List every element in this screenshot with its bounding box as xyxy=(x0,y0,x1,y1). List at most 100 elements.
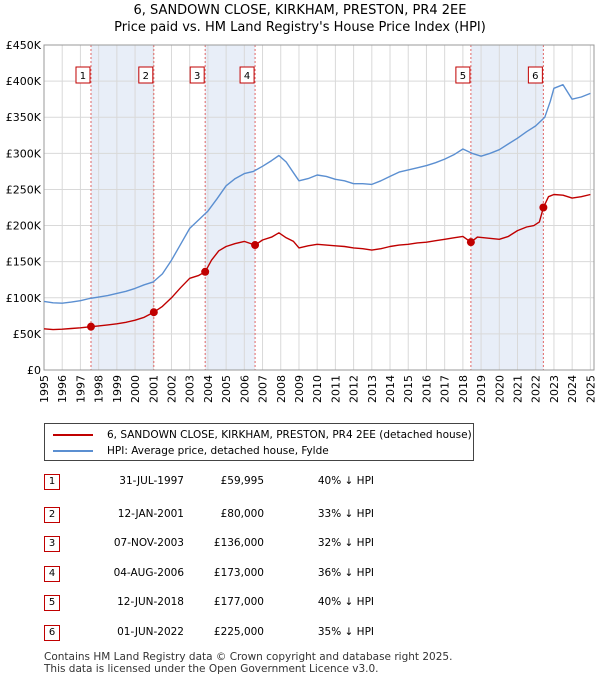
x-tick-label: 2014 xyxy=(384,375,397,403)
y-tick-label: £450K xyxy=(6,39,42,52)
x-tick-label: 2007 xyxy=(257,375,270,403)
table-row: 3 07-NOV-2003 £136,000 32% ↓ HPI xyxy=(44,536,464,554)
sale-number-box xyxy=(527,66,543,84)
chart-title: 6, SANDOWN CLOSE, KIRKHAM, PRESTON, PR4 … xyxy=(133,3,467,18)
x-tick-label: 2000 xyxy=(129,375,142,403)
sale-point xyxy=(466,238,475,247)
x-tick-label: 2016 xyxy=(420,375,433,403)
sale-number-label: 6 xyxy=(532,71,538,82)
transaction-date: 07-NOV-2003 xyxy=(113,537,184,549)
x-tick-label: 2015 xyxy=(402,375,415,403)
x-tick-label: 2012 xyxy=(348,375,361,403)
sale-number-label: 5 xyxy=(460,71,466,82)
transaction-number: 2 xyxy=(44,507,60,523)
transaction-date: 04-AUG-2006 xyxy=(113,567,184,579)
transaction-price: £136,000 xyxy=(213,537,264,549)
x-tick-label: 1997 xyxy=(74,375,87,403)
footer-copyright: Contains HM Land Registry data © Crown c… xyxy=(44,651,453,663)
sale-number-label: 1 xyxy=(80,71,86,82)
x-tick-label: 2008 xyxy=(275,375,288,403)
x-tick-label: 2002 xyxy=(165,375,178,403)
legend-label-property: 6, SANDOWN CLOSE, KIRKHAM, PRESTON, PR4 … xyxy=(107,429,472,441)
sale-number-box xyxy=(189,66,205,84)
legend-item-hpi: HPI: Average price, detached house, Fyld… xyxy=(53,444,329,458)
property-price-line xyxy=(43,193,591,331)
transaction-hpi: 32% ↓ HPI xyxy=(317,537,374,549)
transaction-hpi: 40% ↓ HPI xyxy=(317,596,374,608)
transaction-hpi: 40% ↓ HPI xyxy=(317,475,374,487)
x-tick-label: 2025 xyxy=(584,375,597,403)
sale-number-box xyxy=(138,66,154,84)
x-tick-label: 2022 xyxy=(530,375,543,403)
sale-point xyxy=(251,241,260,250)
y-tick-label: £200K xyxy=(6,220,42,233)
x-tick-label: 2011 xyxy=(329,375,342,403)
sale-number-label: 3 xyxy=(194,71,200,82)
sale-point xyxy=(86,322,95,331)
table-row: 6 01-JUN-2022 £225,000 35% ↓ HPI xyxy=(44,625,464,643)
x-tick-label: 2005 xyxy=(220,375,233,403)
y-tick-label: £250K xyxy=(6,183,42,196)
transaction-hpi: 33% ↓ HPI xyxy=(317,508,374,520)
y-tick-label: £50K xyxy=(13,328,42,341)
transaction-price: £225,000 xyxy=(213,626,264,638)
x-tick-label: 2003 xyxy=(184,375,197,403)
transaction-price: £173,000 xyxy=(213,567,264,579)
sale-number-label: 4 xyxy=(244,71,250,82)
sale-number-label: 2 xyxy=(143,71,149,82)
legend: 6, SANDOWN CLOSE, KIRKHAM, PRESTON, PR4 … xyxy=(44,423,474,461)
x-tick-label: 2021 xyxy=(512,375,525,403)
sale-point xyxy=(149,308,158,317)
legend-label-hpi: HPI: Average price, detached house, Fyld… xyxy=(107,445,329,457)
y-tick-label: £100K xyxy=(6,292,42,305)
transaction-number: 4 xyxy=(44,566,60,582)
x-tick-label: 1999 xyxy=(111,375,124,403)
x-tick-label: 2013 xyxy=(366,375,379,403)
x-tick-label: 2006 xyxy=(238,375,251,403)
price-chart: £0 £50K £100K £150K £200K £250K £300K £350K £400… xyxy=(6,39,598,403)
transaction-date: 31-JUL-1997 xyxy=(119,475,184,487)
y-tick-label: £350K xyxy=(6,111,42,124)
table-row: 2 12-JAN-2001 £80,000 33% ↓ HPI xyxy=(44,507,464,525)
ownership-shade xyxy=(205,45,256,370)
transaction-number: 6 xyxy=(44,625,60,641)
x-tick-label: 2019 xyxy=(475,375,488,403)
x-tick-label: 2020 xyxy=(493,375,506,403)
plot-frame xyxy=(43,44,595,371)
transaction-price: £177,000 xyxy=(213,596,264,608)
x-tick-label: 1996 xyxy=(56,375,69,403)
table-row: 5 12-JUN-2018 £177,000 40% ↓ HPI xyxy=(44,595,464,613)
transaction-number: 5 xyxy=(44,595,60,611)
table-row: 1 31-JUL-1997 £59,995 40% ↓ HPI xyxy=(44,474,464,492)
y-tick-label: £150K xyxy=(6,256,42,269)
footer: Contains HM Land Registry data © Crown c… xyxy=(44,651,452,675)
ownership-shade xyxy=(90,45,154,370)
y-tick-label: £400K xyxy=(6,75,42,88)
transaction-hpi: 35% ↓ HPI xyxy=(317,626,374,638)
transaction-number: 1 xyxy=(44,474,60,490)
transaction-number: 3 xyxy=(44,536,60,552)
hpi-line xyxy=(43,83,591,304)
legend-item-property: 6, SANDOWN CLOSE, KIRKHAM, PRESTON, PR4 … xyxy=(53,428,472,442)
transaction-date: 01-JUN-2022 xyxy=(117,626,184,638)
legend-line-property xyxy=(53,434,93,436)
x-tick-label: 2004 xyxy=(202,375,215,403)
ownership-shade xyxy=(470,45,544,370)
y-tick-label: £300K xyxy=(6,147,42,160)
x-tick-label: 2017 xyxy=(439,375,452,403)
sale-point xyxy=(201,267,210,276)
x-tick-label: 2024 xyxy=(566,375,579,403)
transaction-date: 12-JAN-2001 xyxy=(117,508,184,520)
x-tick-label: 2018 xyxy=(457,375,470,403)
x-tick-label: 2009 xyxy=(293,375,306,403)
transaction-price: £80,000 xyxy=(220,508,264,520)
table-row: 4 04-AUG-2006 £173,000 36% ↓ HPI xyxy=(44,566,464,584)
sale-number-box xyxy=(455,66,471,84)
sale-number-box xyxy=(239,66,255,84)
transaction-date: 12-JUN-2018 xyxy=(117,596,184,608)
sale-number-box xyxy=(75,66,91,84)
y-tick-label: £0 xyxy=(27,364,41,377)
sale-point xyxy=(539,203,548,212)
legend-line-hpi xyxy=(53,450,93,452)
transaction-hpi: 36% ↓ HPI xyxy=(317,567,374,579)
